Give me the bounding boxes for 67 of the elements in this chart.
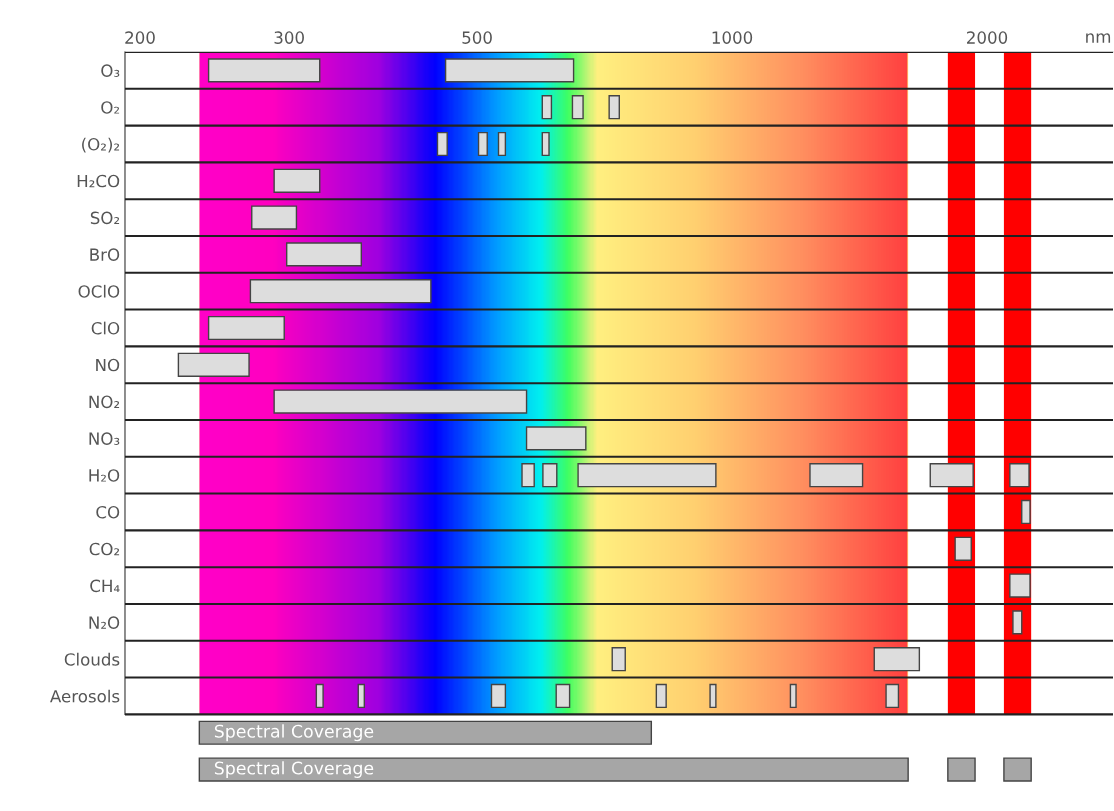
y-tick-label: CO: [96, 505, 120, 519]
bar: [1009, 573, 1031, 598]
y-tick-label: H₂CO: [77, 174, 120, 188]
bar: [444, 58, 575, 83]
x-tick-label: 2000: [967, 31, 1008, 44]
bar: [207, 58, 321, 83]
y-tick-label: Aerosols: [50, 689, 120, 703]
y-tick-label: N₂O: [89, 616, 120, 629]
bar: [885, 683, 900, 709]
x-tick-label: 300: [274, 31, 304, 44]
bar: [477, 131, 488, 157]
bar: [357, 683, 366, 709]
x-tick-label: 1000: [712, 31, 753, 44]
bar: [1012, 610, 1023, 635]
bar: [436, 131, 448, 157]
bar: [249, 279, 432, 304]
y-tick-label: OClO: [78, 284, 120, 298]
x-axis-title: nm: [1086, 33, 1111, 43]
bar: [1003, 757, 1032, 782]
bar: [709, 683, 717, 709]
bar: [541, 95, 553, 120]
bar: [929, 463, 974, 488]
bar: [315, 683, 324, 709]
bar: [198, 720, 653, 745]
bar: [541, 131, 550, 157]
y-tick-label: CH₄: [90, 579, 120, 593]
bar: [954, 536, 972, 561]
x-tick-label: 200: [125, 31, 155, 44]
y-tick-label: BrO: [90, 248, 120, 261]
data-label: Spectral Coverage: [214, 761, 374, 778]
bar: [273, 168, 321, 193]
bar: [577, 463, 717, 488]
y-tick-label: CO₂: [89, 542, 120, 556]
bar: [1021, 499, 1031, 525]
bar: [555, 683, 571, 709]
y-tick-label: NO: [96, 358, 120, 372]
bar: [571, 95, 584, 120]
bar: [947, 757, 976, 782]
y-tick-label: O₂: [101, 101, 120, 114]
bar: [608, 95, 620, 120]
y-tick-label: O₃: [101, 64, 120, 77]
bar: [542, 463, 558, 488]
y-tick-label: NO₂: [89, 395, 120, 409]
bar: [809, 463, 864, 488]
y-tick-label: SO₂: [90, 211, 120, 225]
y-tick-label: Clouds: [64, 652, 120, 666]
bar: [273, 389, 528, 414]
bar: [497, 131, 507, 157]
data-label: Spectral Coverage: [214, 724, 374, 742]
bar: [1009, 463, 1030, 488]
x-tick-label: 500: [462, 31, 492, 44]
bar: [251, 205, 298, 230]
bar: [490, 683, 507, 709]
bar: [521, 463, 535, 488]
bar: [198, 757, 909, 782]
bar: [873, 647, 921, 672]
bar: [286, 242, 362, 267]
y-tick-label: ClO: [91, 321, 120, 335]
bar: [177, 352, 250, 377]
bar: [207, 315, 285, 341]
y-tick-label: (O₂)₂: [82, 137, 120, 153]
bar: [611, 647, 626, 672]
bar: [789, 683, 797, 709]
y-tick-label: H₂O: [89, 469, 120, 482]
bar: [655, 683, 667, 709]
y-tick-label: NO₃: [89, 432, 120, 445]
bar: [525, 426, 587, 451]
